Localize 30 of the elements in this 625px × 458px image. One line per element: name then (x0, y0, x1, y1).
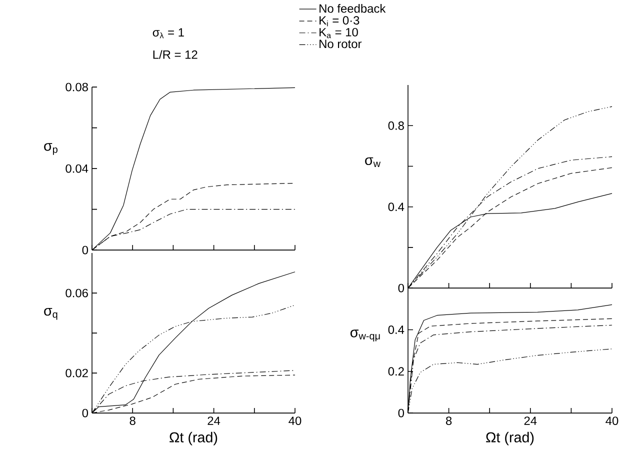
legend-label: No rotor (320, 40, 362, 48)
legend-label: K$_{a}$ = 10 (320, 28, 358, 38)
x-tick-label: 40 (606, 416, 618, 426)
y-axis-title: σ$_{q}$ (44, 308, 58, 320)
y-tick-label: 0.02 (66, 368, 88, 378)
y-tick-label: 0 (398, 284, 404, 292)
y-tick-label: 0.4 (388, 325, 404, 334)
legend-label: K$_{i}$ = 0·3 (320, 16, 360, 26)
y-tick-label: 0.2 (388, 367, 404, 376)
x-tick-label: 24 (524, 416, 537, 425)
y-tick-label: 0.4 (388, 202, 404, 212)
y-axis-title: σ$_{p}$ (44, 143, 58, 155)
y-tick-label: 0.8 (388, 121, 404, 130)
x-axis-title: Ωt (rad) (486, 432, 534, 446)
x-axis-title: Ωt (rad) (170, 432, 218, 446)
y-tick-label: 0 (82, 246, 88, 254)
text: L/R = 12 (153, 50, 198, 59)
y-tick-label: 0 (82, 408, 88, 418)
y-tick-label: 0.04 (66, 164, 88, 173)
x-tick-label: 40 (288, 416, 302, 426)
y-tick-label: 0 (398, 408, 404, 418)
y-axis-title: σ$_{w}$ (365, 157, 381, 168)
x-tick-label: 8 (130, 416, 136, 426)
text: σ$_{λ}$ = 1 (152, 28, 184, 38)
y-tick-label: 0.08 (66, 82, 88, 92)
y-tick-label: 0.06 (66, 288, 88, 298)
legend-label: No feedback (320, 4, 386, 13)
x-tick-label: 24 (208, 416, 220, 425)
y-axis-title: σ$_{w-qμ}$ (350, 330, 380, 342)
x-tick-label: 8 (446, 416, 452, 426)
